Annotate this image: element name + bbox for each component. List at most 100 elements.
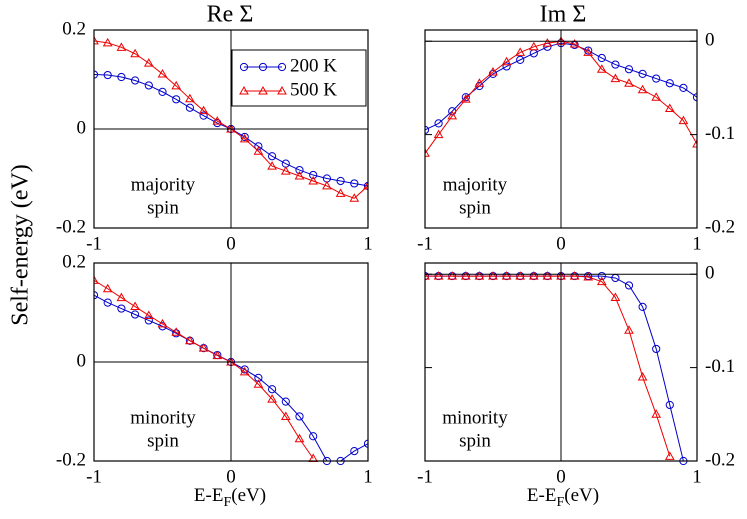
marker xyxy=(94,275,99,284)
x-tick-label: -1 xyxy=(86,466,102,487)
marker xyxy=(171,80,182,90)
legend-label: 200 K xyxy=(290,55,337,76)
marker xyxy=(624,78,634,87)
y-tick-label: -0.1 xyxy=(705,356,735,377)
series-line xyxy=(94,279,314,459)
marker xyxy=(679,83,688,93)
marker xyxy=(117,72,126,82)
marker xyxy=(542,38,553,47)
marker xyxy=(488,271,498,280)
marker xyxy=(528,271,539,280)
marker xyxy=(474,78,485,87)
marker xyxy=(596,276,607,286)
marker xyxy=(267,161,277,170)
marker xyxy=(102,283,113,293)
marker xyxy=(434,119,443,128)
marker xyxy=(624,281,634,290)
marker xyxy=(295,165,304,175)
marker xyxy=(501,271,512,280)
marker xyxy=(652,344,661,354)
marker xyxy=(158,87,167,96)
marker xyxy=(268,152,277,161)
marker xyxy=(652,74,661,83)
marker xyxy=(309,432,318,441)
marker xyxy=(335,188,346,197)
y-tick-label: -0.2 xyxy=(705,449,735,470)
marker xyxy=(143,58,154,67)
marker xyxy=(460,94,471,103)
marker xyxy=(461,93,470,102)
marker xyxy=(624,325,634,334)
x-tick-label: 0 xyxy=(226,466,236,487)
marker xyxy=(253,379,264,388)
marker xyxy=(528,41,539,51)
x-tick-label: -1 xyxy=(86,233,102,254)
marker xyxy=(433,129,444,139)
legend-label: 500 K xyxy=(290,79,337,100)
marker xyxy=(447,271,458,280)
y-tick-label: -0.2 xyxy=(705,216,735,237)
x-label-unit: (eV) xyxy=(231,485,266,506)
marker xyxy=(611,60,620,69)
marker xyxy=(597,53,606,63)
marker xyxy=(130,301,140,311)
annotation: minority xyxy=(130,407,196,428)
marker xyxy=(664,451,675,460)
x-axis-label: E-EF(eV) xyxy=(527,485,599,510)
marker xyxy=(185,335,195,345)
marker xyxy=(322,180,332,190)
x-label-main: E-E xyxy=(194,485,224,506)
marker xyxy=(267,394,277,403)
marker xyxy=(637,84,648,94)
marker xyxy=(349,193,360,202)
marker xyxy=(281,397,290,406)
x-tick-label: 1 xyxy=(363,233,373,254)
x-label-unit: (eV) xyxy=(564,485,599,506)
annotation: spin xyxy=(459,430,491,451)
marker xyxy=(102,37,113,47)
marker xyxy=(515,271,526,280)
marker xyxy=(253,146,264,155)
marker xyxy=(308,175,319,185)
y-tick-label: 0.2 xyxy=(62,251,86,272)
marker xyxy=(460,271,471,280)
marker xyxy=(350,179,359,188)
marker xyxy=(542,271,553,280)
marker xyxy=(103,70,112,80)
marker xyxy=(185,103,194,112)
marker xyxy=(610,292,621,302)
panel-title: Re Σ xyxy=(207,2,254,28)
x-tick-label: 0 xyxy=(226,233,236,254)
marker xyxy=(638,302,647,311)
x-label-main: E-E xyxy=(527,485,557,506)
marker xyxy=(131,310,140,319)
marker xyxy=(157,318,168,328)
marker xyxy=(144,81,153,90)
marker xyxy=(295,412,304,421)
x-tick-label: -1 xyxy=(417,233,433,254)
marker xyxy=(637,371,648,381)
series-line xyxy=(425,275,671,457)
marker xyxy=(651,409,662,418)
marker xyxy=(474,271,485,280)
marker xyxy=(447,110,458,120)
marker xyxy=(515,47,526,56)
marker xyxy=(117,304,126,313)
annotation: majority xyxy=(443,174,508,195)
x-tick-label: 0 xyxy=(556,233,566,254)
marker xyxy=(198,343,209,352)
y-tick-label: -0.1 xyxy=(705,123,735,144)
annotation: minority xyxy=(442,407,508,428)
marker xyxy=(624,65,634,74)
legend-marker xyxy=(239,62,249,72)
marker xyxy=(350,447,359,456)
x-tick-label: -1 xyxy=(417,466,433,487)
marker xyxy=(254,373,263,382)
marker xyxy=(678,115,689,125)
annotation: spin xyxy=(459,197,491,218)
marker xyxy=(502,62,511,71)
y-tick-label: 0 xyxy=(705,263,715,284)
x-tick-label: 1 xyxy=(363,466,373,487)
marker xyxy=(692,138,697,148)
